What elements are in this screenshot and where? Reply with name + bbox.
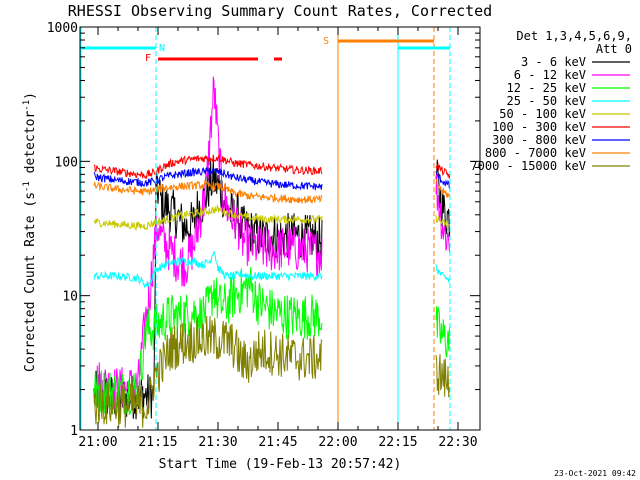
series-line-100-300-kev <box>93 153 323 180</box>
legend-title-line1: Det 1,3,4,5,6,9, <box>516 29 632 43</box>
series-line-300-800-kev <box>93 166 323 191</box>
series-line-25-50-kev-segment2 <box>435 264 451 284</box>
series-line-800-7000-kev-segment2 <box>435 178 451 198</box>
legend-title-line2: Att 0 <box>596 42 632 56</box>
series-line-3-6-kev <box>93 158 323 420</box>
legend-entry-label: 300 - 800 keV <box>492 133 586 147</box>
series-line-3-6-kev-segment2 <box>435 159 451 237</box>
legend-entry-label: 3 - 6 keV <box>521 55 586 69</box>
plot-frame <box>79 26 481 431</box>
annotation-label: F <box>145 53 151 64</box>
series-line-300-800-kev-segment2 <box>435 171 451 189</box>
series-line-7000-15000-kev <box>93 315 323 428</box>
x-tick-label: 21:00 <box>78 435 117 450</box>
y-tick-label: 1000 <box>47 21 78 36</box>
y-axis-label: Corrected Count Rate (s-1 detector-1) <box>22 92 38 372</box>
x-tick-label: 21:15 <box>138 435 177 450</box>
series-line-6-12-kev-segment2 <box>435 171 451 254</box>
x-tick-label: 22:30 <box>438 435 477 450</box>
generation-timestamp: 23-Oct-2021 09:42 <box>554 469 636 478</box>
x-tick-label: 21:30 <box>198 435 237 450</box>
x-axis-label: Start Time (19-Feb-13 20:57:42) <box>159 457 402 472</box>
series-line-12-25-kev <box>93 266 323 416</box>
annotation-label: N <box>159 43 165 54</box>
chart-title: RHESSI Observing Summary Count Rates, Co… <box>68 2 492 20</box>
x-tick-label: 21:45 <box>258 435 297 450</box>
series-group <box>93 76 451 428</box>
series-line-25-50-kev <box>93 250 323 288</box>
series-line-50-100-kev <box>93 204 323 232</box>
series-line-50-100-kev-segment2 <box>435 214 451 229</box>
series-line-800-7000-kev <box>93 180 323 205</box>
series-line-100-300-kev-segment2 <box>435 162 451 179</box>
legend-entry-label: 12 - 25 keV <box>507 81 586 95</box>
x-tick-label: 22:00 <box>318 435 357 450</box>
overlay-group: NF S <box>80 27 451 430</box>
y-tick-label: 10 <box>62 290 78 305</box>
legend-entry-label: 6 - 12 keV <box>514 68 586 82</box>
y-tick-label: 1 <box>70 424 78 439</box>
series-line-12-25-kev-segment2 <box>435 305 451 358</box>
series-line-7000-15000-kev-segment2 <box>435 354 451 398</box>
y-tick-label: 100 <box>55 155 78 170</box>
legend-entry-label: 50 - 100 keV <box>499 107 586 121</box>
x-tick-label: 22:15 <box>378 435 417 450</box>
legend-entry-label: 800 - 7000 keV <box>485 146 586 160</box>
ticks-group: 21:00 21:15 21:30 21:45 22:00 22:15 22:30 1 10 10… <box>47 21 480 450</box>
legend-entry-label: 7000 - 15000 keV <box>470 159 586 173</box>
annotation-label: S <box>323 36 329 47</box>
legend-entry-label: 100 - 300 keV <box>492 120 586 134</box>
legend-entry-label: 25 - 50 keV <box>507 94 586 108</box>
